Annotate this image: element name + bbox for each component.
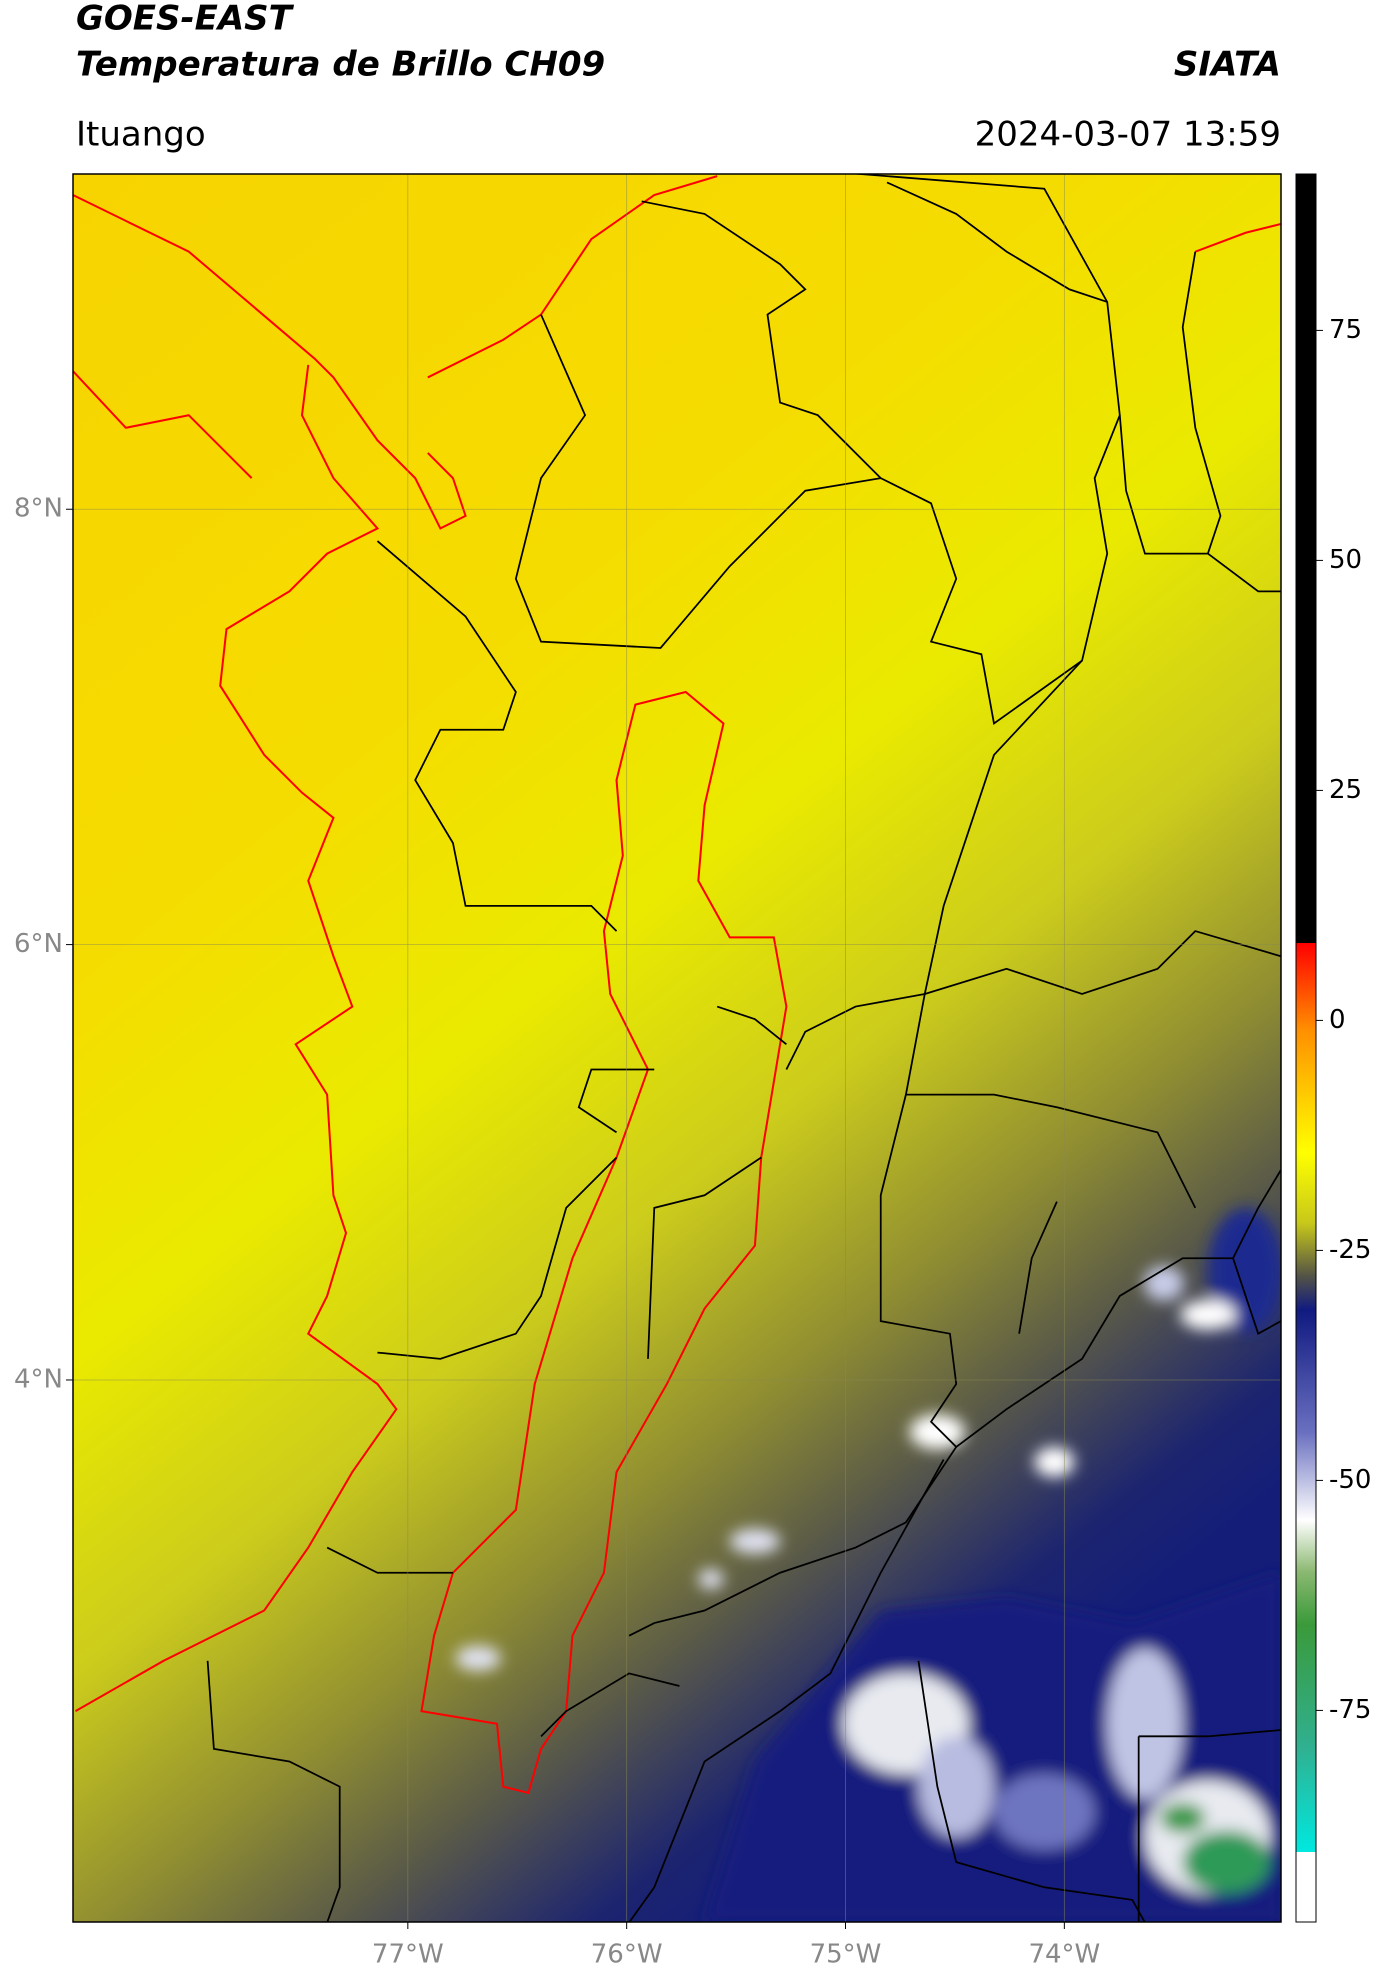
map: [73, 174, 1281, 1922]
colorbar-tick-label: 75: [1329, 315, 1362, 345]
title: GOES-EAST: [76, 0, 295, 39]
x-tick-label: 76°W: [591, 1940, 663, 1970]
map-features: [73, 174, 1281, 1922]
y-tick-label: 8°N: [14, 494, 63, 524]
grid: [73, 174, 1281, 1922]
y-tick-label: 6°N: [14, 929, 63, 959]
datetime: 2024-03-07 13:59: [975, 115, 1281, 155]
coastline: [73, 175, 1281, 1795]
x-tick-label: 74°W: [1028, 1940, 1100, 1970]
clouds: [455, 1207, 1281, 1922]
x-tick-label: 75°W: [810, 1940, 882, 1970]
colorbar-tick-label: -75: [1329, 1695, 1371, 1725]
location: Ituango: [76, 115, 206, 155]
borders: [206, 174, 1281, 1922]
subtitle: Temperatura de Brillo CH09: [76, 45, 605, 85]
colorbar-tick-label: 25: [1329, 775, 1362, 805]
colorbar-tick-label: -50: [1329, 1465, 1371, 1495]
colorbar-tick-label: -25: [1329, 1235, 1371, 1265]
map-frame: [72, 173, 1282, 1923]
x-tick-label: 77°W: [372, 1940, 444, 1970]
y-tick-label: 4°N: [14, 1364, 63, 1394]
colorbar-tick-label: 50: [1329, 545, 1362, 575]
colorbar-tick-label: 0: [1329, 1005, 1346, 1035]
colorbar: [1295, 173, 1317, 1923]
source: SIATA: [1174, 45, 1281, 85]
